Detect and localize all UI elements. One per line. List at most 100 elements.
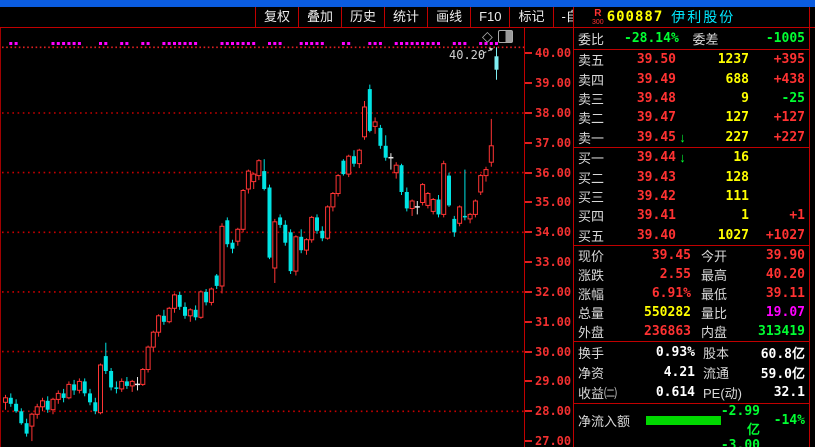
candle[interactable] [208,287,214,306]
candle[interactable] [452,215,457,237]
candle[interactable] [177,291,182,310]
candle[interactable] [14,399,19,413]
candle[interactable] [488,118,494,167]
candle[interactable] [388,153,394,170]
candle[interactable] [441,160,447,218]
candle[interactable] [245,169,251,194]
candle[interactable] [150,330,156,352]
candle[interactable] [161,309,166,325]
candle[interactable] [103,342,108,374]
candlestick-chart-canvas[interactable]: 40.20 [1,28,526,447]
candle[interactable] [383,135,388,161]
candle[interactable] [447,172,451,207]
candle[interactable] [166,306,172,324]
candle[interactable] [82,378,87,397]
candle[interactable] [478,174,484,195]
candle[interactable] [378,124,383,149]
candle[interactable] [436,195,441,218]
tab-f10[interactable]: F10 [471,7,511,28]
candle[interactable] [251,172,257,189]
candle[interactable] [61,388,66,403]
candle[interactable] [55,390,61,404]
candle[interactable] [225,217,230,248]
buy-level-2[interactable]: 买二 39.43 128 [574,167,809,186]
tab-statistics[interactable]: 统计 [385,7,429,28]
sell-level-5[interactable]: 卖五 39.50 1237 +395 [574,50,809,69]
candle[interactable] [124,377,129,389]
candle[interactable] [135,377,140,391]
candle[interactable] [457,205,463,227]
candle[interactable] [362,101,367,140]
candle[interactable] [315,214,319,234]
candle[interactable] [299,229,304,254]
tab-restoration[interactable]: 复权 [255,7,300,28]
candle[interactable] [262,159,267,191]
candle[interactable] [409,199,415,216]
candle[interactable] [283,220,288,246]
candle[interactable] [8,393,13,407]
sell-level-4[interactable]: 卖四 39.49 688 +438 [574,69,809,88]
candle[interactable] [19,408,24,425]
candle[interactable] [214,274,219,289]
candle[interactable] [352,150,356,167]
candle[interactable] [156,314,162,337]
candle[interactable] [483,166,489,182]
candle[interactable] [278,214,283,228]
candle[interactable] [240,189,246,233]
candle[interactable] [393,162,399,179]
candle[interactable] [140,368,146,386]
tab-draw-line[interactable]: 画线 [428,7,472,28]
candle[interactable] [129,379,135,392]
tab-history[interactable]: 历史 [342,7,386,28]
candle[interactable] [346,154,352,178]
candle[interactable] [330,192,336,212]
candle[interactable] [204,289,209,306]
sell-level-3[interactable]: 卖三 39.48 9 -25 [574,89,809,108]
panel-toggle-icon[interactable] [497,29,513,43]
candle[interactable] [309,215,315,243]
diamond-marker-icon[interactable]: ◇ [482,28,493,44]
candle[interactable] [93,397,98,415]
candle[interactable] [372,117,378,134]
candle[interactable] [198,290,204,319]
candle[interactable] [183,302,187,319]
candlestick-chart[interactable]: 40.20 [0,28,526,447]
candle[interactable] [145,345,151,373]
candle[interactable] [325,205,331,240]
candle[interactable] [425,192,431,209]
candle[interactable] [267,184,272,260]
candle[interactable] [119,378,125,392]
candle[interactable] [72,379,77,395]
candle[interactable] [288,229,293,274]
candle[interactable] [494,47,499,80]
candle[interactable] [230,239,235,254]
candle[interactable] [467,212,473,224]
sell-level-1[interactable]: 卖一 39.45 ↓ 227 +227 [574,128,809,147]
candle[interactable] [404,187,409,212]
candle[interactable] [335,174,341,197]
candle[interactable] [187,308,193,322]
candle[interactable] [219,223,225,294]
buy-level-3[interactable]: 买三 39.42 111 [574,187,809,206]
candle[interactable] [414,201,420,215]
candle[interactable] [34,403,40,419]
candle[interactable] [235,227,241,246]
candle[interactable] [76,378,82,394]
candle[interactable] [472,199,478,218]
candle[interactable] [3,394,8,410]
candle[interactable] [367,84,372,133]
candle[interactable] [66,381,72,400]
candle[interactable] [98,363,103,415]
candle[interactable] [109,368,114,391]
sell-level-2[interactable]: 卖二 39.47 127 +127 [574,108,809,127]
buy-level-1[interactable]: 买一 39.44 ↓ 16 [574,148,809,167]
candle[interactable] [172,293,177,313]
candles[interactable] [3,47,499,442]
candle[interactable] [88,388,92,406]
candle[interactable] [256,159,262,181]
candle[interactable] [293,235,299,276]
tab-overlay[interactable]: 叠加 [299,7,343,28]
tab-mark[interactable]: 标记 [510,7,554,28]
candle[interactable] [341,159,346,176]
candle[interactable] [304,238,309,255]
